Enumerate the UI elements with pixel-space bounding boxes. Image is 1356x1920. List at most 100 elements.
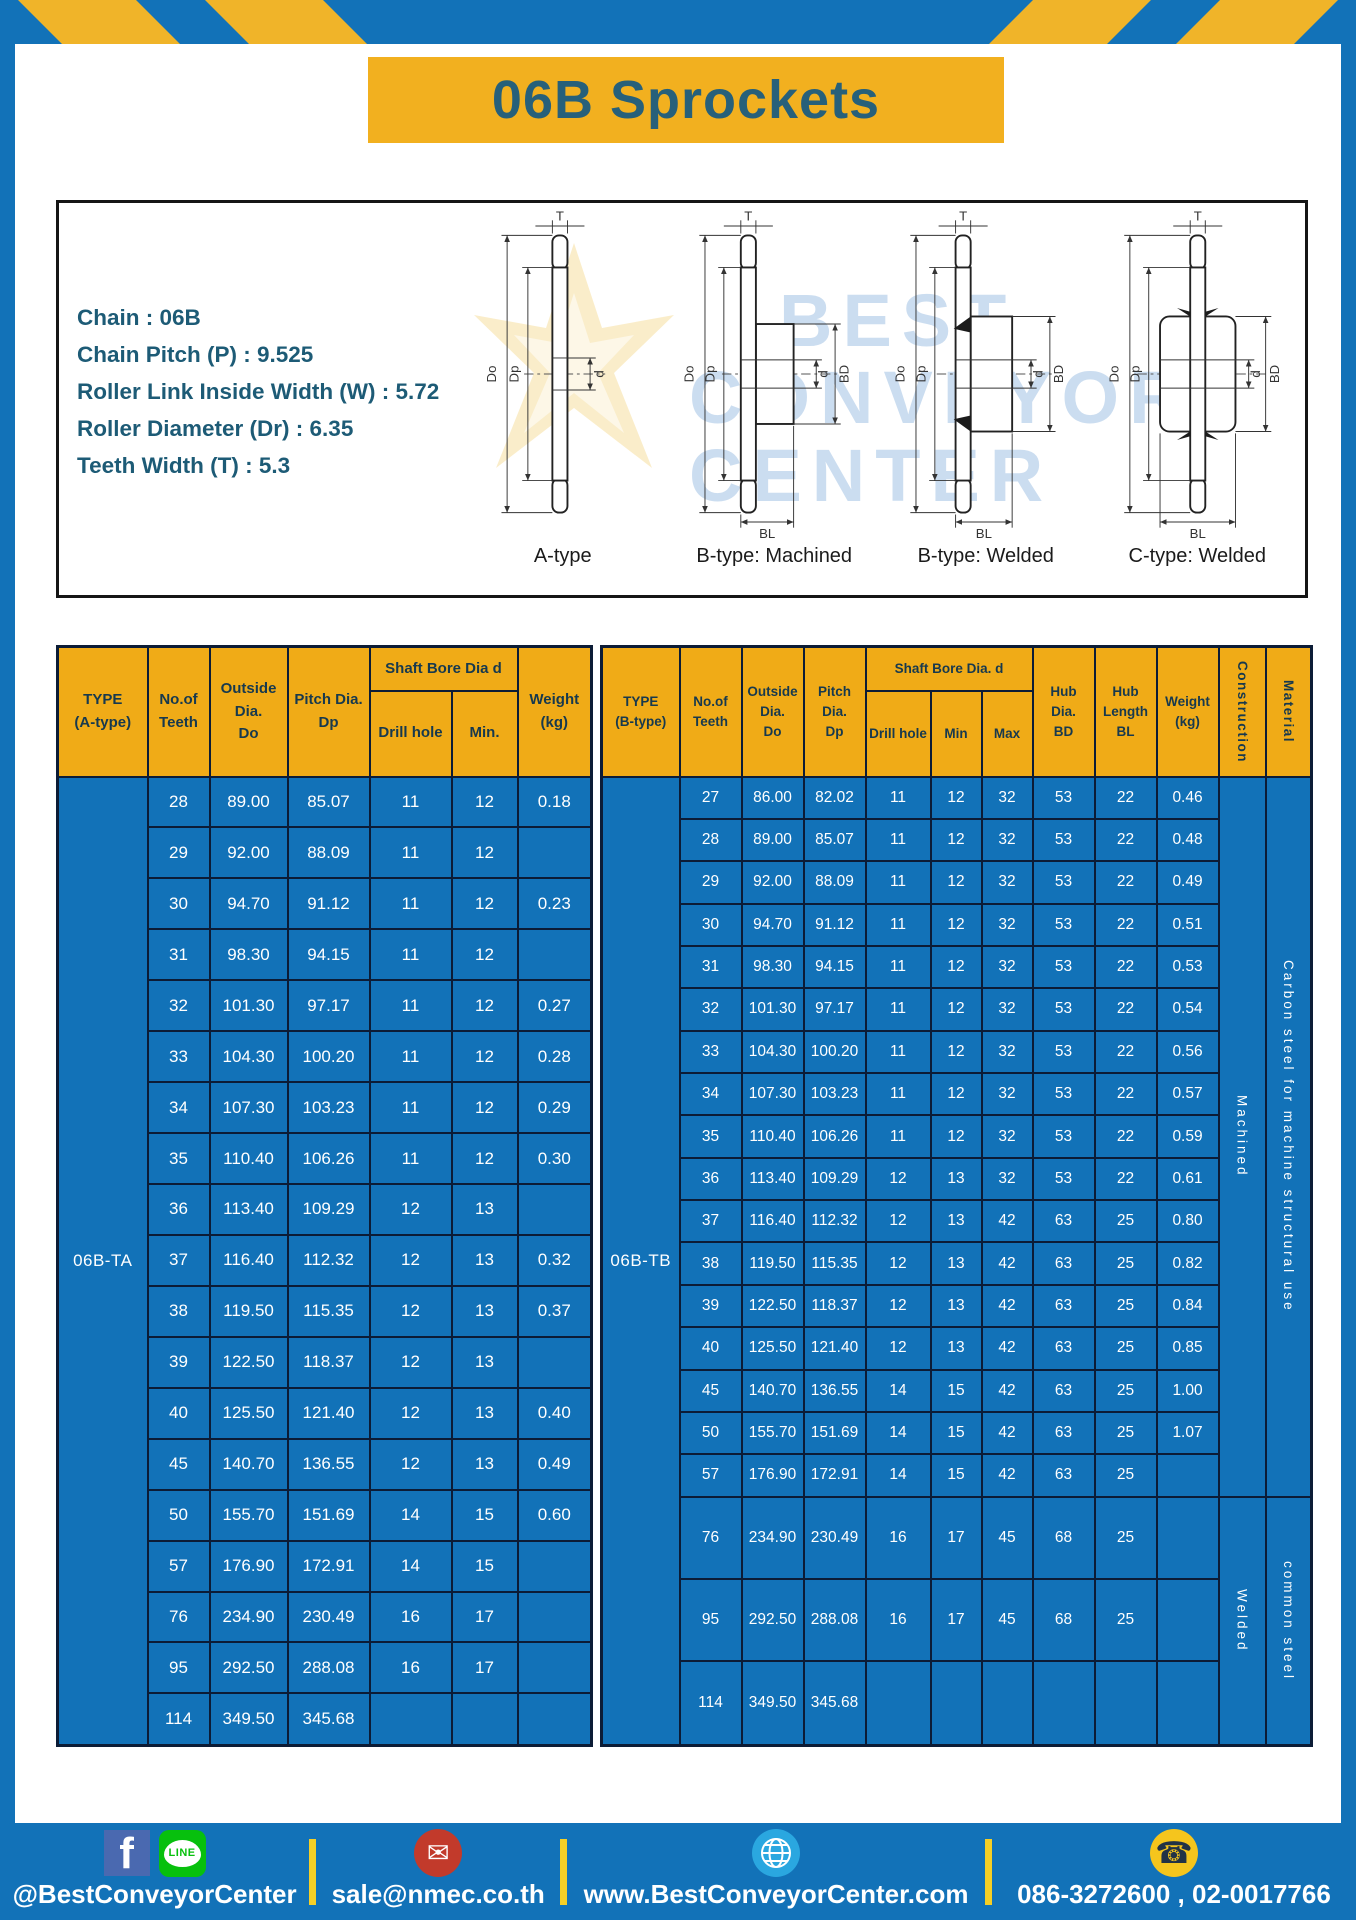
table-cell: 14 — [368, 1539, 453, 1593]
table-cell: 11 — [864, 902, 932, 947]
table-cell: 0.82 — [1155, 1241, 1220, 1286]
footer-website-section: www.BestConveyorCenter.com — [567, 1823, 985, 1920]
table-cell: 12 — [864, 1199, 932, 1244]
table-cell: 86.00 — [740, 775, 805, 820]
table-cell: 63 — [1031, 1453, 1096, 1498]
table-cell: 97.17 — [802, 987, 867, 1032]
table-cell: 34 — [678, 1072, 743, 1117]
dim-label-do: Do — [484, 366, 499, 383]
table-cell: 0.23 — [516, 877, 593, 931]
dim-label-d: d — [1247, 370, 1262, 377]
table-cell — [1093, 1660, 1158, 1747]
dim-label-bd: BD — [836, 365, 851, 383]
table-cell: 106.26 — [286, 1132, 371, 1185]
table-cell: 109.29 — [286, 1183, 371, 1236]
table-cell: 13 — [929, 1199, 983, 1244]
table-cell: 25 — [1093, 1199, 1158, 1244]
table-cell: 37 — [678, 1199, 743, 1244]
table-a-head: TYPE (A-type) No.of Teeth Outside Dia. Do P… — [56, 645, 593, 778]
table-cell: 35 — [146, 1132, 211, 1185]
table-cell: 94.15 — [802, 944, 867, 990]
table-cell: 176.90 — [208, 1539, 289, 1593]
table-cell: 11 — [864, 817, 932, 863]
table-cell: 68 — [1031, 1577, 1096, 1663]
table-cell: 125.50 — [208, 1386, 289, 1440]
table-cell: 0.84 — [1155, 1283, 1220, 1329]
a-type-drawing-icon: T Do Dp d — [484, 209, 606, 514]
table-cell: 15 — [450, 1539, 519, 1593]
table-cell: 12 — [450, 1081, 519, 1135]
table-cell: 14 — [864, 1453, 932, 1498]
decorative-stripe — [989, 0, 1151, 44]
table-cell: 345.68 — [286, 1692, 371, 1747]
table-cell: 82.02 — [802, 775, 867, 820]
footer-email-section: ✉ sale@nmec.co.th — [316, 1823, 560, 1920]
table-cell: 22 — [1093, 1114, 1158, 1159]
table-cell: 349.50 — [740, 1660, 805, 1747]
dim-label-bl: BL — [759, 526, 775, 539]
table-cell: 76 — [146, 1590, 211, 1644]
table-cell: 0.49 — [516, 1437, 593, 1491]
diagram-b-type-welded: T Do Dp d BD BL B-type: Welded — [880, 209, 1092, 593]
table-cell: 0.57 — [1155, 1072, 1220, 1117]
table-cell: 0.46 — [1155, 775, 1220, 820]
table-cell: 234.90 — [740, 1495, 805, 1580]
table-cell: 28 — [678, 817, 743, 863]
dim-label-t: T — [556, 209, 564, 223]
table-cell: 12 — [864, 1326, 932, 1371]
table-cell: 12 — [450, 1030, 519, 1084]
table-cell: 88.09 — [286, 826, 371, 880]
table-b-body: 06B-TB 27 86.00 82.02 11 12 32 53 22 0.46 Machined… — [600, 775, 1313, 1747]
table-cell — [516, 1183, 593, 1236]
table-cell: 12 — [450, 1132, 519, 1185]
column-header: No.of Teeth — [678, 645, 743, 778]
table-b-head: TYPE (B-type) No.of Teeth Outside Dia. Do P… — [600, 645, 1313, 778]
table-cell: 15 — [929, 1453, 983, 1498]
table-cell: 12 — [368, 1284, 453, 1338]
table-cell: 25 — [1093, 1453, 1158, 1498]
table-cell: 176.90 — [740, 1453, 805, 1498]
diagram-panel: BEST CONVEYOR CENTER Chain : 06B Chain P… — [56, 200, 1308, 598]
table-cell: 0.85 — [1155, 1326, 1220, 1371]
table-cell: 22 — [1093, 902, 1158, 947]
table-cell: 53 — [1031, 817, 1096, 863]
table-cell: 122.50 — [740, 1283, 805, 1329]
table-cell: 17 — [450, 1641, 519, 1695]
title-banner: 06B Sprockets — [368, 57, 1004, 143]
line-bubble: LINE — [163, 1839, 201, 1867]
table-cell: 31 — [678, 944, 743, 990]
table-cell: 122.50 — [208, 1335, 289, 1389]
column-header: TYPE (B-type) — [600, 645, 681, 778]
table-cell: 53 — [1031, 944, 1096, 990]
table-b-wrapper: TYPE (B-type) No.of Teeth Outside Dia. Do P… — [600, 645, 1314, 1747]
diagram-caption: B-type: Machined — [696, 545, 853, 567]
table-cell — [929, 1660, 983, 1747]
table-cell: 11 — [368, 877, 453, 931]
table-cell: 29 — [146, 826, 211, 880]
column-header: TYPE (A-type) — [56, 645, 149, 778]
table-cell: 12 — [450, 877, 519, 931]
table-cell: 95 — [678, 1577, 743, 1663]
table-cell: 17 — [450, 1590, 519, 1644]
table-cell: 0.40 — [516, 1386, 593, 1440]
table-cell: 13 — [929, 1326, 983, 1371]
table-cell: 16 — [864, 1495, 932, 1580]
table-cell: 22 — [1093, 860, 1158, 905]
table-cell: 45 — [146, 1437, 211, 1491]
table-cell — [1031, 1660, 1096, 1747]
table-cell: 53 — [1031, 902, 1096, 947]
dim-label-bd: BD — [1051, 365, 1066, 383]
table-cell: 1.07 — [1155, 1410, 1220, 1456]
table-cell — [516, 928, 593, 982]
table-cell: 0.51 — [1155, 902, 1220, 947]
table-cell: 345.68 — [802, 1660, 867, 1747]
spec-roller-diameter: Roller Diameter (Dr) : 6.35 — [77, 416, 354, 441]
table-cell: 288.08 — [286, 1641, 371, 1695]
spec-chain-pitch: Chain Pitch (P) : 9.525 — [77, 342, 314, 367]
table-cell: 25 — [1093, 1326, 1158, 1371]
spec-roller-link-width: Roller Link Inside Width (W) : 5.72 — [77, 379, 440, 404]
table-cell: 101.30 — [208, 979, 289, 1033]
table-cell: 42 — [980, 1453, 1034, 1498]
table-cell: 14 — [864, 1368, 932, 1413]
table-cell: 22 — [1093, 944, 1158, 990]
